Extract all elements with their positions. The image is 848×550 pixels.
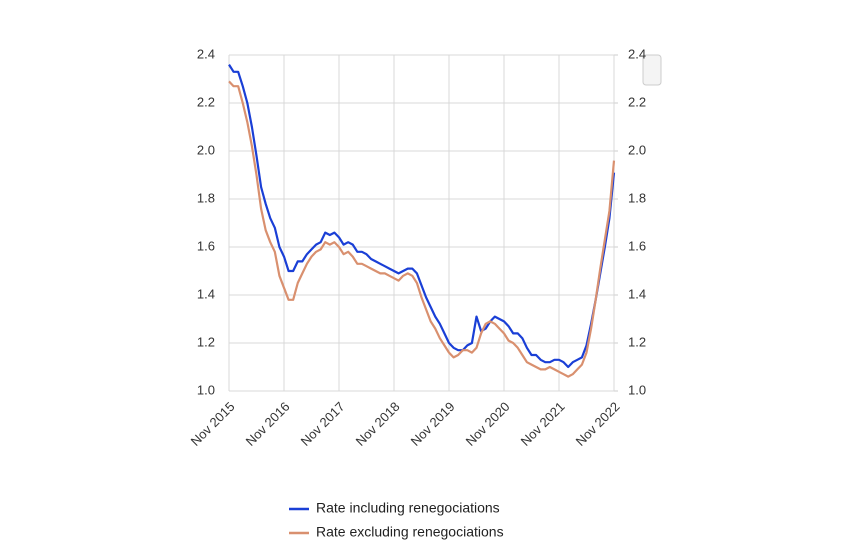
y2-tick-label: 2.4: [628, 46, 646, 61]
y2-tick-label: 1.6: [628, 238, 646, 253]
x-tick-label: Nov 2020: [463, 399, 513, 449]
x-tick-label: Nov 2022: [573, 399, 623, 449]
x-tick-label: Nov 2019: [408, 399, 458, 449]
y-tick-label: 2.2: [197, 94, 215, 109]
y-tick-label: 1.8: [197, 190, 215, 205]
x-tick-label: Nov 2017: [298, 399, 348, 449]
y-tick-label: 1.0: [197, 382, 215, 397]
y-tick-label: 1.6: [197, 238, 215, 253]
y-tick-label: 1.4: [197, 286, 215, 301]
y2-tick-label: 2.2: [628, 94, 646, 109]
legend-label: Rate excluding renegociations: [316, 524, 504, 540]
y2-tick-label: 1.8: [628, 190, 646, 205]
x-tick-label: Nov 2021: [518, 399, 568, 449]
series-line: [228, 64, 616, 369]
x-tick-label: Nov 2016: [243, 399, 293, 449]
y2-tick-label: 2.0: [628, 142, 646, 157]
y2-tick-label: 1.2: [628, 334, 646, 349]
y2-tick-label: 1.4: [628, 286, 646, 301]
series-line: [228, 80, 616, 378]
y2-tick-label: 1.0: [628, 382, 646, 397]
y-tick-label: 1.2: [197, 334, 215, 349]
x-tick-label: Nov 2018: [353, 399, 403, 449]
x-tick-label: Nov 2015: [188, 399, 238, 449]
y-tick-label: 2.4: [197, 46, 215, 61]
y-tick-label: 2.0: [197, 142, 215, 157]
legend-label: Rate including renegociations: [316, 500, 500, 516]
menu-button[interactable]: [642, 54, 662, 86]
